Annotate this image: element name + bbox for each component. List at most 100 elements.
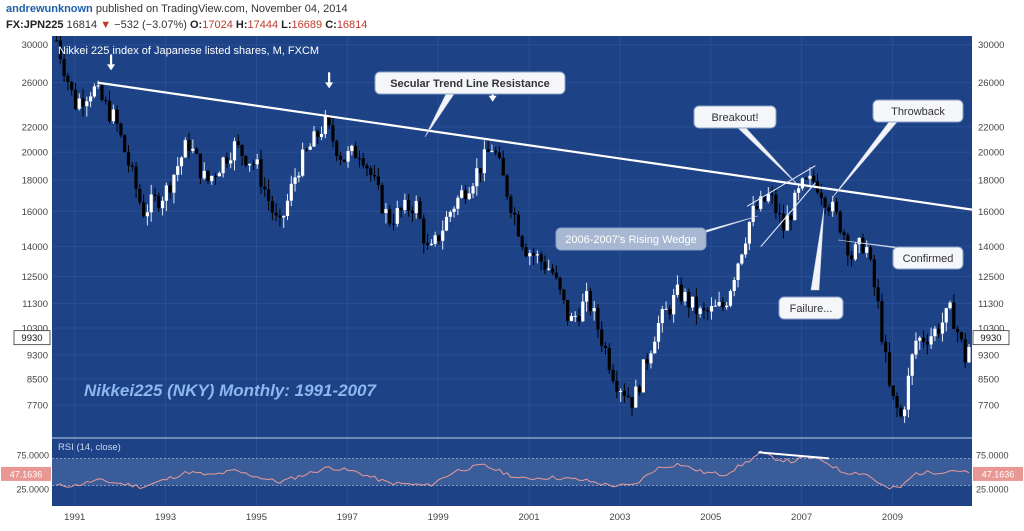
candle-body — [672, 294, 676, 315]
candle-body — [683, 291, 687, 302]
candle-body — [649, 353, 653, 364]
candle-body — [634, 386, 638, 408]
candle-body — [910, 354, 914, 376]
candle-body — [96, 85, 100, 87]
candle-body — [725, 305, 729, 308]
candle-body — [460, 190, 464, 198]
candle-body — [380, 185, 384, 214]
candle-body — [183, 140, 187, 158]
rsi-last-value: 47.1636 — [10, 469, 43, 479]
candle-body — [433, 235, 437, 244]
candle-body — [819, 192, 823, 199]
candle-body — [774, 194, 778, 214]
candle-body — [834, 201, 839, 212]
candle-body — [85, 101, 89, 107]
candle-body — [153, 194, 157, 196]
candle-body — [323, 116, 327, 135]
candle-body — [236, 141, 240, 146]
y-tick-label: 9300 — [978, 351, 999, 362]
y-tick-label: 8500 — [978, 374, 999, 385]
author-link[interactable]: andrewunknown — [6, 3, 93, 15]
candle-body — [259, 159, 263, 187]
candle-body — [126, 152, 131, 166]
candle-body — [619, 390, 623, 392]
candle-body — [221, 157, 225, 174]
candle-body — [308, 146, 312, 150]
y-tick-label: 7700 — [27, 401, 48, 412]
candle-body — [77, 98, 81, 109]
candle-body — [301, 149, 305, 176]
candle-body — [422, 218, 426, 244]
x-tick-label: 1991 — [64, 512, 85, 523]
candle-body — [668, 308, 672, 315]
candle-body — [123, 135, 127, 153]
candle-body — [62, 59, 66, 76]
trend-callout: Secular Trend Line Resistance — [390, 78, 550, 90]
rsi-band — [52, 458, 972, 486]
y-tick-label: 30000 — [978, 40, 1004, 51]
candle-body — [751, 205, 755, 222]
candle-body — [463, 190, 468, 200]
candle-body — [410, 210, 415, 214]
breakout-callout: Breakout! — [711, 112, 758, 124]
low-value: 16689 — [291, 19, 323, 31]
candle-body — [637, 386, 642, 393]
candle-body — [168, 185, 172, 193]
candle-body — [675, 284, 680, 295]
candle-body — [327, 116, 331, 126]
candle-body — [399, 208, 403, 211]
candle-body — [70, 81, 74, 90]
candle-body — [179, 157, 184, 167]
candle-body — [918, 337, 922, 341]
candle-body — [543, 261, 547, 270]
last-price-label: 9930 — [21, 333, 42, 344]
candle-body — [812, 175, 816, 182]
failure-callout: Failure... — [790, 303, 833, 315]
candle-body — [312, 131, 316, 147]
down-arrow-icon — [107, 64, 116, 71]
candle-body — [107, 100, 112, 122]
candle-body — [876, 287, 880, 302]
candle-body — [766, 193, 770, 202]
y-tick-label: 20000 — [978, 148, 1004, 159]
price-chart[interactable]: RSI (14, close) 30000 30000 26000 26000 2200… — [0, 36, 1024, 531]
last-price: 16814 — [66, 19, 98, 31]
candle-body — [732, 279, 736, 292]
candle-body — [531, 253, 536, 256]
axes: 30000 30000 26000 26000 22000 22000 20000 20000… — [0, 36, 1024, 531]
candle-body — [914, 340, 918, 355]
annotation-labels: Nikkei 225 index of Japanese listed shar… — [58, 45, 964, 400]
candle-body — [490, 150, 494, 152]
candle-body — [944, 308, 948, 323]
candle-body — [213, 175, 218, 177]
candle-body — [728, 291, 733, 306]
candle-body — [600, 329, 604, 346]
candle-body — [282, 216, 286, 218]
rsi-tick-label: 75.0000 — [16, 451, 49, 461]
symbol-label[interactable]: FX:JPN225 — [6, 19, 64, 31]
candle-body — [240, 145, 244, 156]
rsi-tick-label: 25.0000 — [976, 485, 1009, 495]
candle-body — [134, 166, 138, 189]
candle-body — [316, 131, 320, 137]
candle-body — [838, 211, 842, 233]
candle-body — [482, 149, 486, 174]
candle-body — [414, 200, 418, 214]
candle-body — [501, 157, 505, 176]
candle-body — [274, 212, 278, 216]
candle-body — [967, 346, 971, 363]
chart-header: andrewunknown published on TradingView.c… — [0, 0, 1024, 36]
candle-body — [160, 200, 165, 209]
candle-body — [694, 296, 698, 314]
candle-body — [903, 409, 907, 417]
candle-body — [471, 186, 475, 194]
candle-body — [429, 243, 433, 246]
y-tick-label: 30000 — [22, 40, 48, 51]
candle-body — [607, 348, 611, 370]
plot-background — [52, 36, 972, 438]
candle-body — [577, 315, 581, 322]
candle-body — [293, 177, 297, 184]
change-value: −532 (−3.07%) — [114, 19, 187, 31]
close-label: C: — [325, 19, 337, 31]
candle-body — [906, 375, 910, 410]
